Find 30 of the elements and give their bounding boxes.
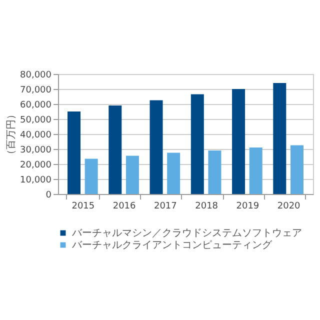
x-tick-label: 2020 (277, 202, 301, 212)
bar (150, 100, 163, 194)
bar (126, 156, 139, 194)
bar (232, 89, 246, 194)
x-tick-label: 2015 (72, 202, 95, 212)
legend-label: バーチャルマシン／クラウドシステムソフトウェア (71, 228, 302, 239)
y-tick-label: 0 (46, 190, 52, 200)
bar (249, 148, 262, 194)
bar (208, 150, 222, 194)
bar (167, 152, 180, 194)
y-axis-title: （百万円） (6, 110, 18, 160)
y-tick-label: 10,000 (20, 176, 52, 186)
bar (273, 83, 286, 194)
legend-label: バーチャルクライアントコンピューティング (71, 240, 273, 251)
y-tick-label: 20,000 (20, 160, 52, 170)
bar (108, 106, 122, 194)
x-tick-label: 2017 (154, 202, 177, 212)
y-tick-label: 30,000 (20, 146, 52, 156)
x-tick-label: 2019 (236, 202, 260, 212)
bar (68, 112, 81, 194)
y-tick-label: 70,000 (20, 86, 52, 96)
y-tick-label: 60,000 (20, 100, 52, 110)
y-tick-label: 40,000 (20, 130, 52, 140)
bar (290, 145, 304, 194)
x-tick-label: 2016 (112, 202, 136, 212)
y-tick-label: 80,000 (20, 70, 52, 80)
bar (84, 158, 98, 194)
bar (190, 94, 204, 194)
y-tick-label: 50,000 (20, 116, 52, 126)
x-tick-label: 2018 (195, 202, 218, 212)
